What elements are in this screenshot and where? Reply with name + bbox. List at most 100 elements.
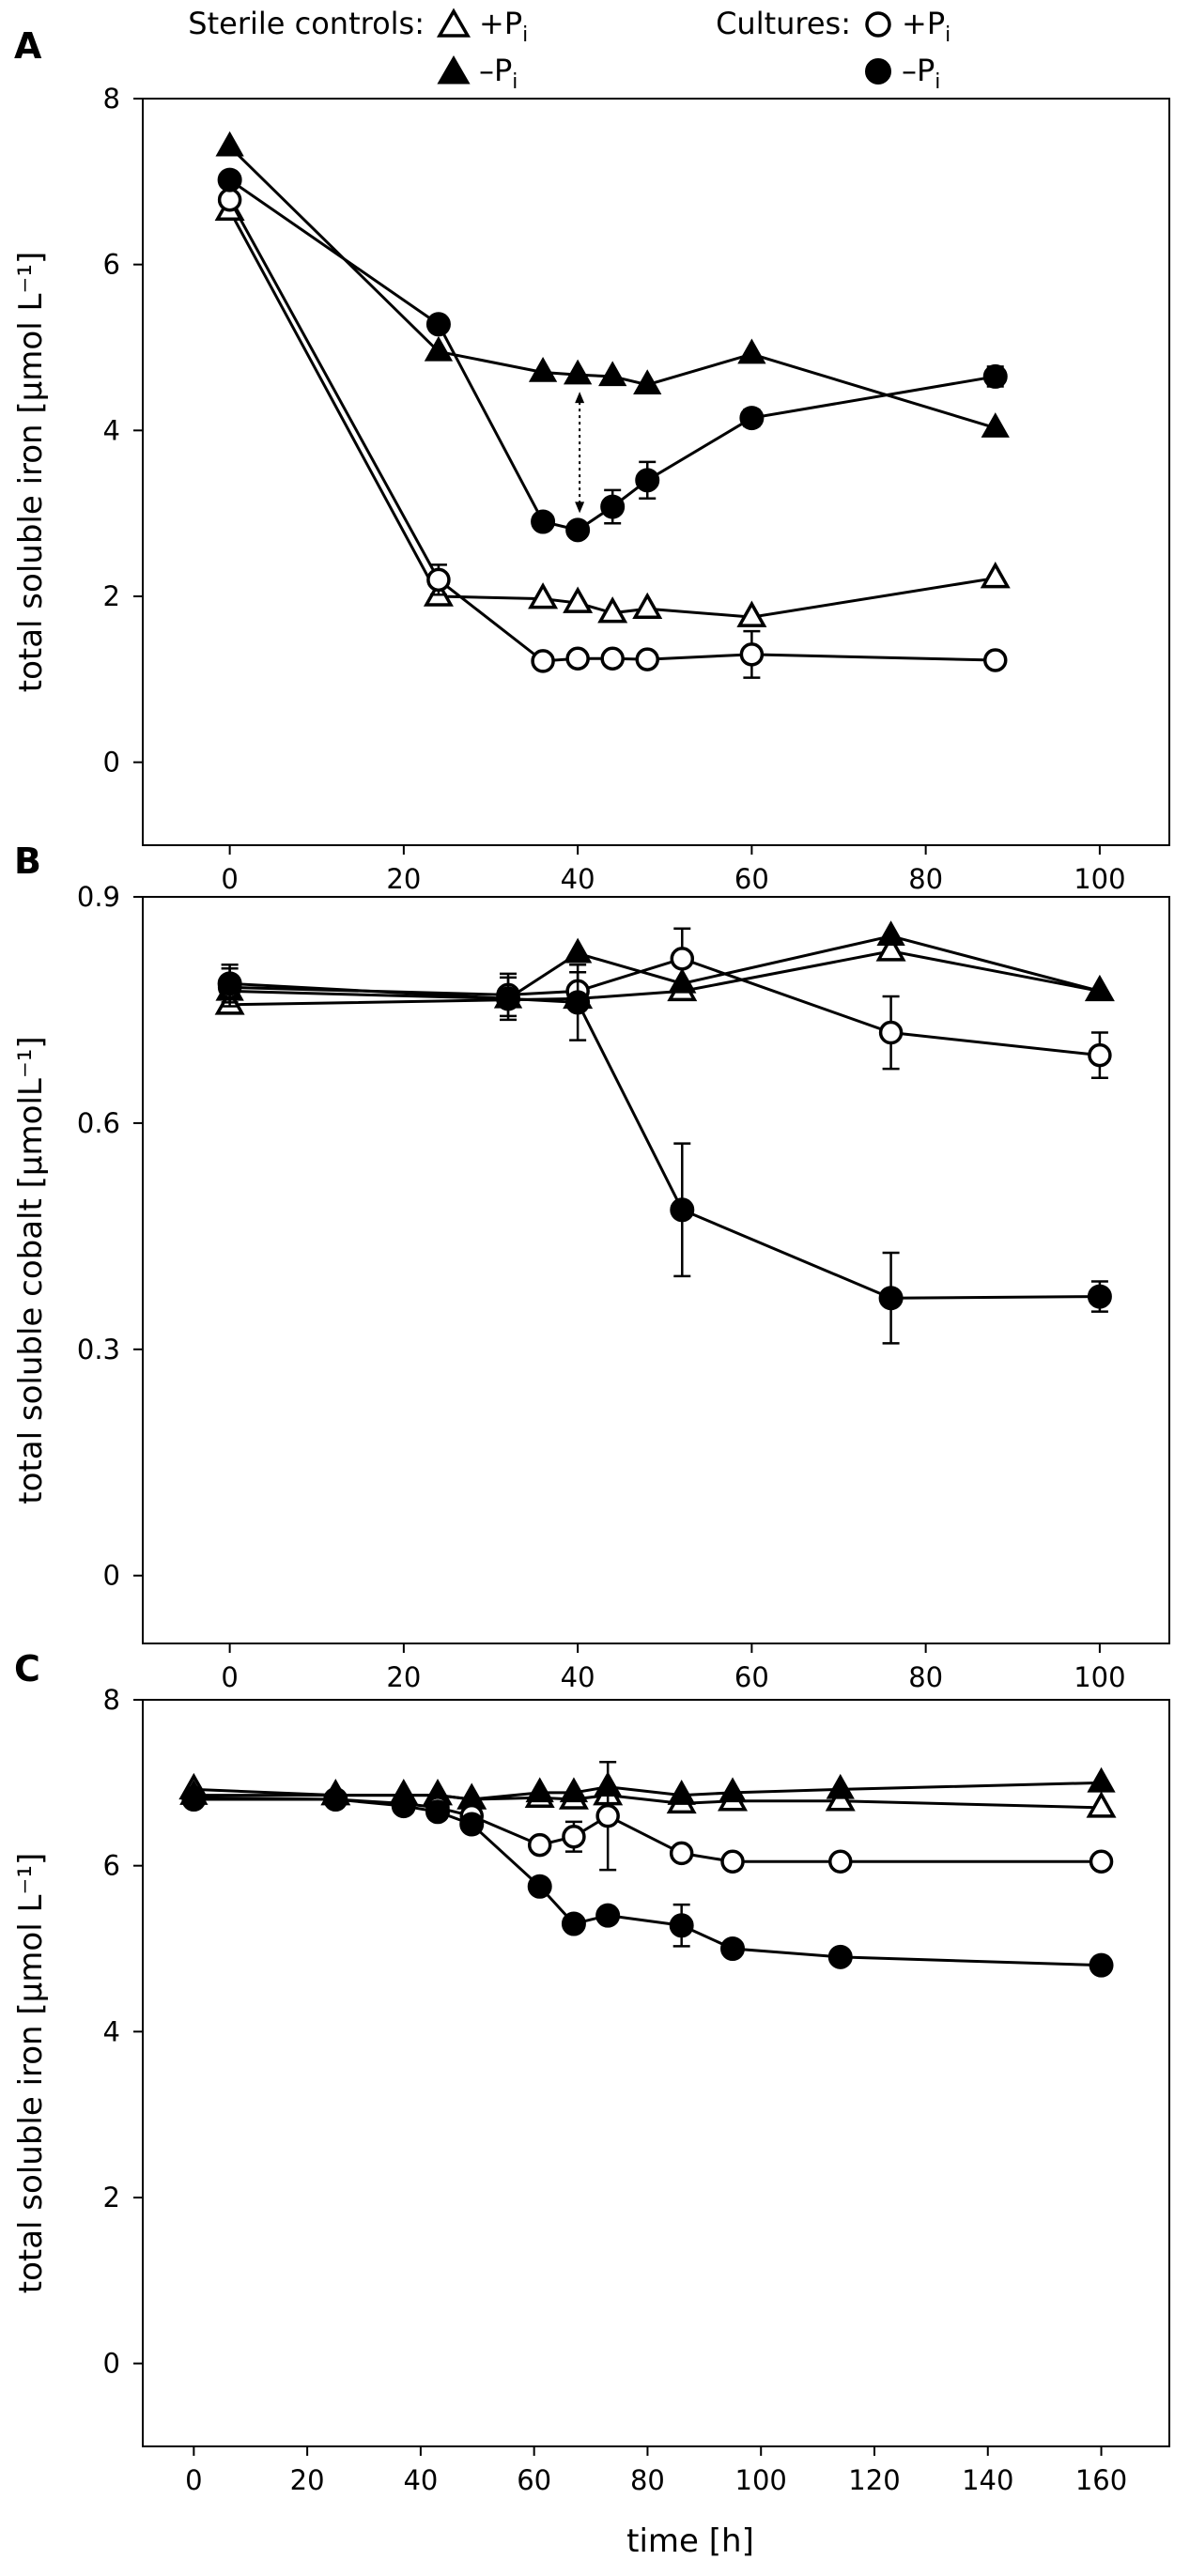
panel-a-data-point [531, 509, 556, 534]
panel-b-plot-frame [142, 896, 1170, 1644]
panel-a-x-tick-label: 100 [1074, 863, 1125, 895]
panel-c-data-point [828, 1849, 853, 1874]
panel-b: B 0 20 40 60 80 100 0 0.3 0.6 0.9 total soluble cob… [12, 841, 1170, 1693]
panel-a-series-4 [217, 167, 1008, 543]
panel-a-data-point [426, 567, 451, 593]
panel-c-x-tick-label: 100 [735, 2464, 787, 2496]
panel-b-data-point [670, 1197, 695, 1223]
legend-sterile-minus-item: –Pi [437, 53, 518, 94]
panel-c-data-point [720, 1849, 745, 1874]
legend-cultures-plus-item: +Pi [865, 6, 950, 47]
panel-b-series-4 [217, 964, 1112, 1345]
x-axis-title: time [h] [626, 2522, 754, 2560]
legend-sterile-minus-label: –P [479, 53, 512, 88]
panel-c-y-axis-title: total soluble iron [µmol L⁻¹] [12, 1853, 50, 2294]
panel-a-data-point [563, 359, 593, 385]
panel-a-data-point [597, 596, 628, 624]
panel-c-data-point [1089, 1952, 1114, 1978]
panel-b-x-tick-label: 60 [734, 1661, 769, 1693]
panel-c-data-point [559, 1777, 589, 1803]
panel-a-data-point [632, 592, 663, 619]
panel-c-series-3 [181, 1761, 1114, 1874]
panel-a-x-tick-label: 80 [908, 863, 943, 895]
panel-a-y-axis-title: total soluble iron [µmol L⁻¹] [12, 252, 50, 693]
panel-a-data-point [598, 361, 627, 387]
legend-cultures-minus-label: –P [902, 53, 935, 88]
panel-b-data-point [217, 971, 242, 996]
panel-c-data-point [391, 1794, 416, 1819]
panel-c-series-line [193, 1781, 1102, 1801]
panel-c-data-point [527, 1832, 552, 1858]
panel-b-x-tick-label: 0 [221, 1661, 238, 1693]
panel-c-data-point [459, 1812, 485, 1837]
panel-b-data-point [1088, 1042, 1112, 1068]
svg-text:+Pi: +Pi [479, 6, 528, 47]
legend-open-triangle-icon [436, 8, 471, 38]
panel-c-x-tick-label: 20 [290, 2464, 325, 2496]
panel-a-y-tick-label: 0 [103, 747, 120, 779]
panel-c-data-point [1087, 1766, 1116, 1793]
legend: Sterile controls: +Pi –Pi Cultures: +Pi … [188, 6, 950, 94]
svg-text:–Pi: –Pi [479, 53, 518, 94]
panel-b-data-point [878, 1286, 904, 1311]
legend-cultures-plus-subscript: i [945, 23, 950, 47]
panel-b-series-line [229, 981, 1100, 1300]
panel-c-y-tick-label: 6 [103, 1850, 120, 1882]
panel-b-y-tick-label: 0 [103, 1560, 120, 1592]
panel-a-series-line [228, 178, 996, 532]
panel-b-y-tick-label: 0.9 [77, 881, 120, 913]
panel-c-data-point [1086, 1791, 1117, 1818]
panel-a-annotation-arrow-head-up [575, 392, 585, 404]
panel-b-data-point [878, 1020, 904, 1045]
panel-a-data-point [215, 131, 244, 157]
panel-a-data-point [565, 646, 590, 671]
panel-a-data-point [980, 562, 1011, 589]
panel-a-data-point [217, 188, 242, 212]
panel-b-letter: B [14, 841, 41, 882]
panel-b-series-line [229, 957, 1101, 1057]
panel-c-data-point [562, 1825, 586, 1849]
panel-c-y-tick-label: 2 [103, 2182, 120, 2214]
panel-c-letter: C [14, 1648, 40, 1689]
panel-b-x-tick-label: 100 [1074, 1661, 1125, 1693]
panel-c-data-point [425, 1799, 451, 1825]
panel-a-data-point [425, 312, 451, 337]
panel-c-x-tick-label: 40 [403, 2464, 438, 2496]
panel-a-annotation-arrow [575, 392, 585, 514]
panel-a-data-point [600, 494, 626, 519]
panel-a-y-tick-label: 8 [103, 83, 120, 115]
panel-c-data-point [669, 1913, 694, 1938]
panel-a-x-tick-label: 60 [734, 863, 769, 895]
panel-b-data-point [563, 937, 593, 964]
panel-c-x-tick-label: 140 [962, 2464, 1013, 2496]
panel-a-data-point [565, 517, 591, 543]
panel-a-data-point [736, 600, 767, 627]
panel-c: C 0 20 40 60 80 100 120 140 160 0 2 4 6 8 total soluble… [12, 1648, 1170, 2496]
panel-b-y-tick-label: 0.6 [77, 1107, 120, 1139]
panel-c-data-point [323, 1787, 348, 1812]
panel-c-y-tick-label: 4 [103, 2015, 120, 2047]
legend-cultures-plus-label: +P [902, 6, 945, 41]
panel-c-data-point [667, 1780, 696, 1805]
legend-sterile-plus-item: +Pi [436, 6, 528, 47]
panel-a-x-tick-label: 40 [561, 863, 595, 895]
panel-a-series-2 [215, 131, 1010, 438]
panel-c-series-line [193, 1797, 1102, 1967]
legend-open-circle-icon [865, 11, 891, 38]
panel-a-letter: A [14, 25, 42, 67]
panel-c-data-point [181, 1787, 207, 1812]
panel-a-data-point [982, 363, 1008, 389]
panel-b-data-point [875, 934, 906, 962]
panel-c-data-point [561, 1911, 586, 1936]
panel-c-data-point [525, 1777, 554, 1803]
panel-a-series-1 [214, 193, 1011, 627]
panel-c-y-tick-label: 8 [103, 1684, 120, 1716]
panel-b-x-tick-label: 40 [561, 1661, 595, 1693]
panel-c-x-tick-label: 80 [630, 2464, 665, 2496]
panel-b-data-point [1085, 975, 1115, 1001]
panel-a-data-point [739, 642, 765, 667]
panel-a-data-point [531, 649, 555, 673]
panel-a-data-point [635, 647, 659, 671]
panel-a-data-point [739, 406, 765, 431]
panel-a-x-tick-label: 20 [386, 863, 421, 895]
